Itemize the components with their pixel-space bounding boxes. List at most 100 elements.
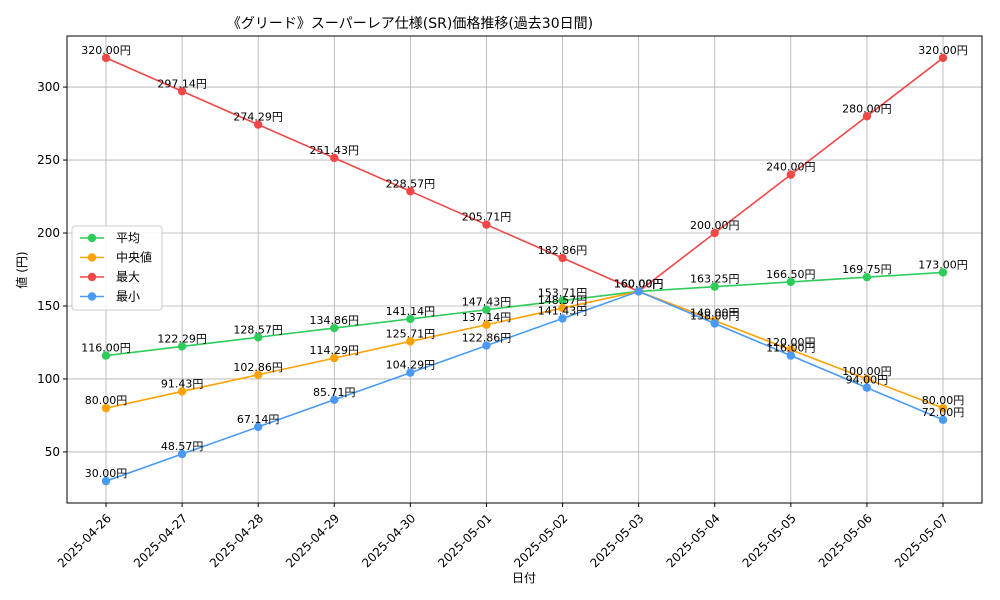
legend-label: 最小 bbox=[116, 290, 140, 304]
data-point bbox=[786, 277, 796, 287]
x-tick-label: 2025-04-30 bbox=[359, 511, 418, 570]
data-point bbox=[406, 314, 415, 324]
y-tick-label: 200 bbox=[37, 226, 60, 240]
x-tick-label: 2025-05-02 bbox=[511, 511, 570, 570]
data-label: 80.00円 bbox=[922, 394, 965, 407]
data-point bbox=[862, 112, 872, 121]
data-label: 320.00円 bbox=[918, 44, 968, 57]
legend-swatch-marker bbox=[87, 292, 97, 301]
data-label: 91.43円 bbox=[161, 377, 204, 390]
data-point bbox=[786, 345, 796, 354]
x-tick-label: 2025-04-29 bbox=[283, 511, 342, 570]
data-label: 160.00円 bbox=[614, 277, 664, 290]
data-point bbox=[253, 333, 263, 342]
data-point bbox=[101, 53, 111, 63]
data-label: 240.00円 bbox=[766, 161, 816, 174]
data-label: 116.00円 bbox=[81, 342, 131, 355]
data-label: 141.14円 bbox=[386, 305, 436, 318]
data-label: 160.00円 bbox=[614, 277, 664, 290]
data-point bbox=[710, 319, 719, 328]
data-label: 120.00円 bbox=[766, 336, 816, 349]
data-label: 153.71円 bbox=[538, 287, 588, 300]
data-label: 160.00円 bbox=[614, 277, 664, 290]
data-label: 104.29円 bbox=[386, 359, 436, 372]
data-label: 116.00円 bbox=[766, 342, 816, 355]
y-axis-label: 値 (円) bbox=[14, 251, 29, 288]
legend-swatch-marker bbox=[87, 272, 97, 282]
data-point bbox=[938, 53, 948, 63]
data-point bbox=[177, 449, 187, 459]
x-tick-label: 2025-05-03 bbox=[587, 511, 646, 570]
data-point bbox=[938, 415, 948, 425]
legend-label: 中央値 bbox=[116, 250, 152, 265]
y-tick-label: 100 bbox=[37, 372, 60, 386]
data-label: 297.14円 bbox=[157, 77, 207, 90]
data-point bbox=[101, 476, 111, 486]
y-tick-label: 300 bbox=[37, 80, 60, 94]
data-point bbox=[101, 351, 111, 360]
data-label: 102.86円 bbox=[233, 361, 283, 374]
series-line bbox=[105, 57, 944, 293]
data-label: 141.43円 bbox=[538, 304, 588, 317]
data-label: 128.57円 bbox=[233, 323, 283, 336]
data-point bbox=[862, 272, 872, 282]
x-tick-label: 2025-05-01 bbox=[435, 511, 494, 570]
data-point bbox=[406, 368, 415, 377]
data-label: 134.86円 bbox=[310, 314, 360, 327]
data-label: 205.71円 bbox=[462, 211, 512, 224]
data-point bbox=[253, 120, 263, 129]
data-point bbox=[253, 370, 263, 379]
data-point bbox=[406, 337, 415, 346]
legend-label: 平均 bbox=[116, 231, 140, 245]
data-label: 163.25円 bbox=[690, 273, 740, 286]
data-point bbox=[177, 342, 187, 351]
data-label: 30.00円 bbox=[85, 467, 128, 480]
data-label: 125.71円 bbox=[386, 327, 436, 340]
data-label: 80.00円 bbox=[85, 394, 128, 407]
series-layer: 116.00円 122.29円 128.57円 134.86円 141.14円 147.4… bbox=[81, 44, 968, 486]
data-point bbox=[862, 374, 872, 384]
data-label: 169.75円 bbox=[842, 263, 892, 276]
data-point bbox=[330, 353, 339, 363]
data-point bbox=[862, 383, 872, 392]
data-point bbox=[558, 253, 567, 263]
data-point bbox=[330, 395, 339, 405]
series-line bbox=[105, 271, 944, 357]
x-tick-label: 2025-04-28 bbox=[207, 511, 266, 570]
data-point bbox=[938, 403, 948, 413]
axes: 2025-04-26 2025-04-27 2025-04-28 2025-04-29… bbox=[37, 80, 951, 570]
data-label: 114.29円 bbox=[310, 344, 360, 357]
data-label: 280.00円 bbox=[842, 102, 892, 115]
data-point bbox=[786, 170, 796, 179]
y-tick-label: 50 bbox=[45, 445, 60, 459]
data-point bbox=[558, 314, 567, 323]
x-tick-label: 2025-04-26 bbox=[55, 511, 114, 570]
data-point bbox=[177, 387, 187, 396]
data-point bbox=[482, 220, 491, 229]
x-tick-label: 2025-05-04 bbox=[664, 511, 723, 570]
series-line bbox=[105, 290, 944, 482]
legend-swatch-marker bbox=[87, 253, 97, 262]
data-label: 100.00円 bbox=[842, 365, 892, 378]
series-line bbox=[105, 290, 944, 409]
x-axis-label: 日付 bbox=[512, 571, 536, 585]
data-label: 122.86円 bbox=[462, 332, 512, 345]
data-point bbox=[101, 403, 111, 413]
data-label: 160.00円 bbox=[614, 277, 664, 290]
data-point bbox=[558, 296, 567, 305]
y-tick-label: 250 bbox=[37, 153, 60, 167]
data-point bbox=[482, 320, 491, 329]
data-label: 200.00円 bbox=[690, 219, 740, 232]
y-tick-label: 150 bbox=[37, 299, 60, 313]
data-label: 251.43円 bbox=[310, 144, 360, 157]
data-point bbox=[710, 282, 719, 291]
data-label: 166.50円 bbox=[766, 268, 816, 281]
data-point bbox=[938, 268, 948, 277]
data-label: 173.00円 bbox=[918, 258, 968, 271]
chart-title: 《グリード》スーパーレア仕様(SR)価格推移(過去30日間) bbox=[227, 16, 593, 32]
data-point bbox=[406, 187, 415, 196]
data-label: 147.43円 bbox=[462, 296, 512, 309]
data-label: 85.71円 bbox=[313, 386, 356, 399]
